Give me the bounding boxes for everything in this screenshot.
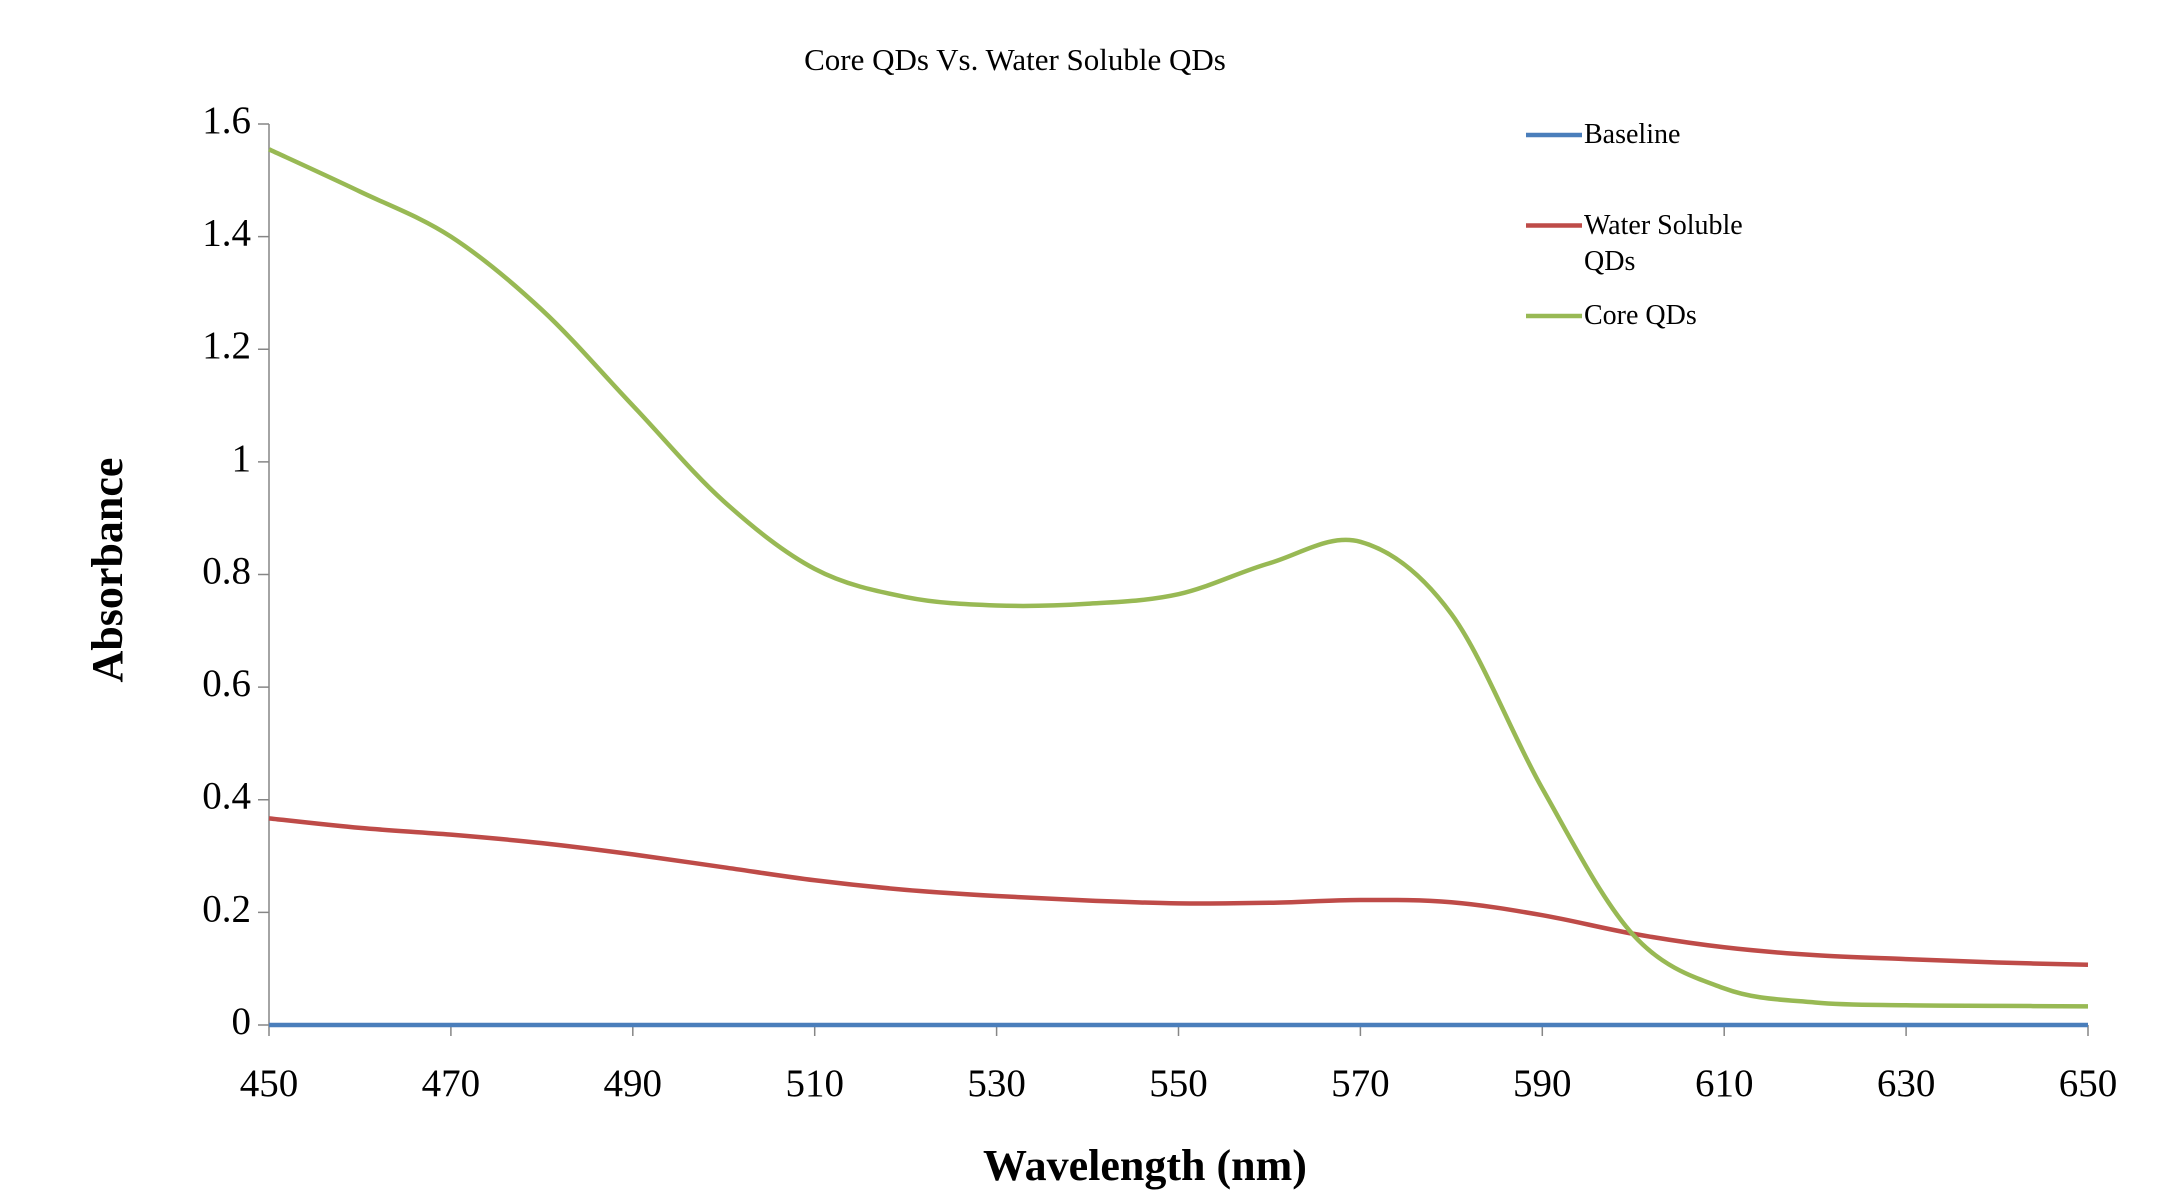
x-tick-label: 490	[604, 1062, 663, 1105]
y-tick-label: 0.6	[202, 662, 251, 705]
x-tick-label: 570	[1331, 1062, 1390, 1105]
series-line	[268, 816, 2089, 967]
y-tick-label: 1.4	[202, 212, 251, 255]
y-axis-title: Absorbance	[83, 458, 132, 683]
legend-label: Baseline	[1584, 119, 1681, 150]
x-tick-label: 630	[1877, 1062, 1936, 1105]
x-tick-label: 550	[1149, 1062, 1208, 1105]
y-tick-label: 0.2	[202, 887, 251, 930]
y-tick-label: 0	[232, 1000, 252, 1043]
legend-label: Water Soluble QDs	[1584, 209, 1743, 277]
y-tick-label: 1.6	[202, 99, 251, 142]
chart-title: Core QDs Vs. Water Soluble QDs	[804, 42, 1226, 77]
y-tick-label: 1	[232, 437, 252, 480]
x-tick-label: 450	[240, 1062, 299, 1105]
series-line	[268, 147, 2089, 1009]
y-tick-label: 0.8	[202, 549, 251, 592]
legend-label: Core QDs	[1584, 300, 1697, 331]
x-tick-label: 650	[2059, 1062, 2118, 1105]
y-tick-label: 0.4	[202, 775, 251, 818]
y-tick-label: 1.2	[202, 324, 251, 367]
x-axis-title: Wavelength (nm)	[983, 1141, 1307, 1190]
x-tick-label: 610	[1695, 1062, 1754, 1105]
x-tick-label: 590	[1513, 1062, 1572, 1105]
x-tick-label: 470	[422, 1062, 481, 1105]
x-tick-label: 530	[967, 1062, 1026, 1105]
x-tick-label: 510	[785, 1062, 844, 1105]
